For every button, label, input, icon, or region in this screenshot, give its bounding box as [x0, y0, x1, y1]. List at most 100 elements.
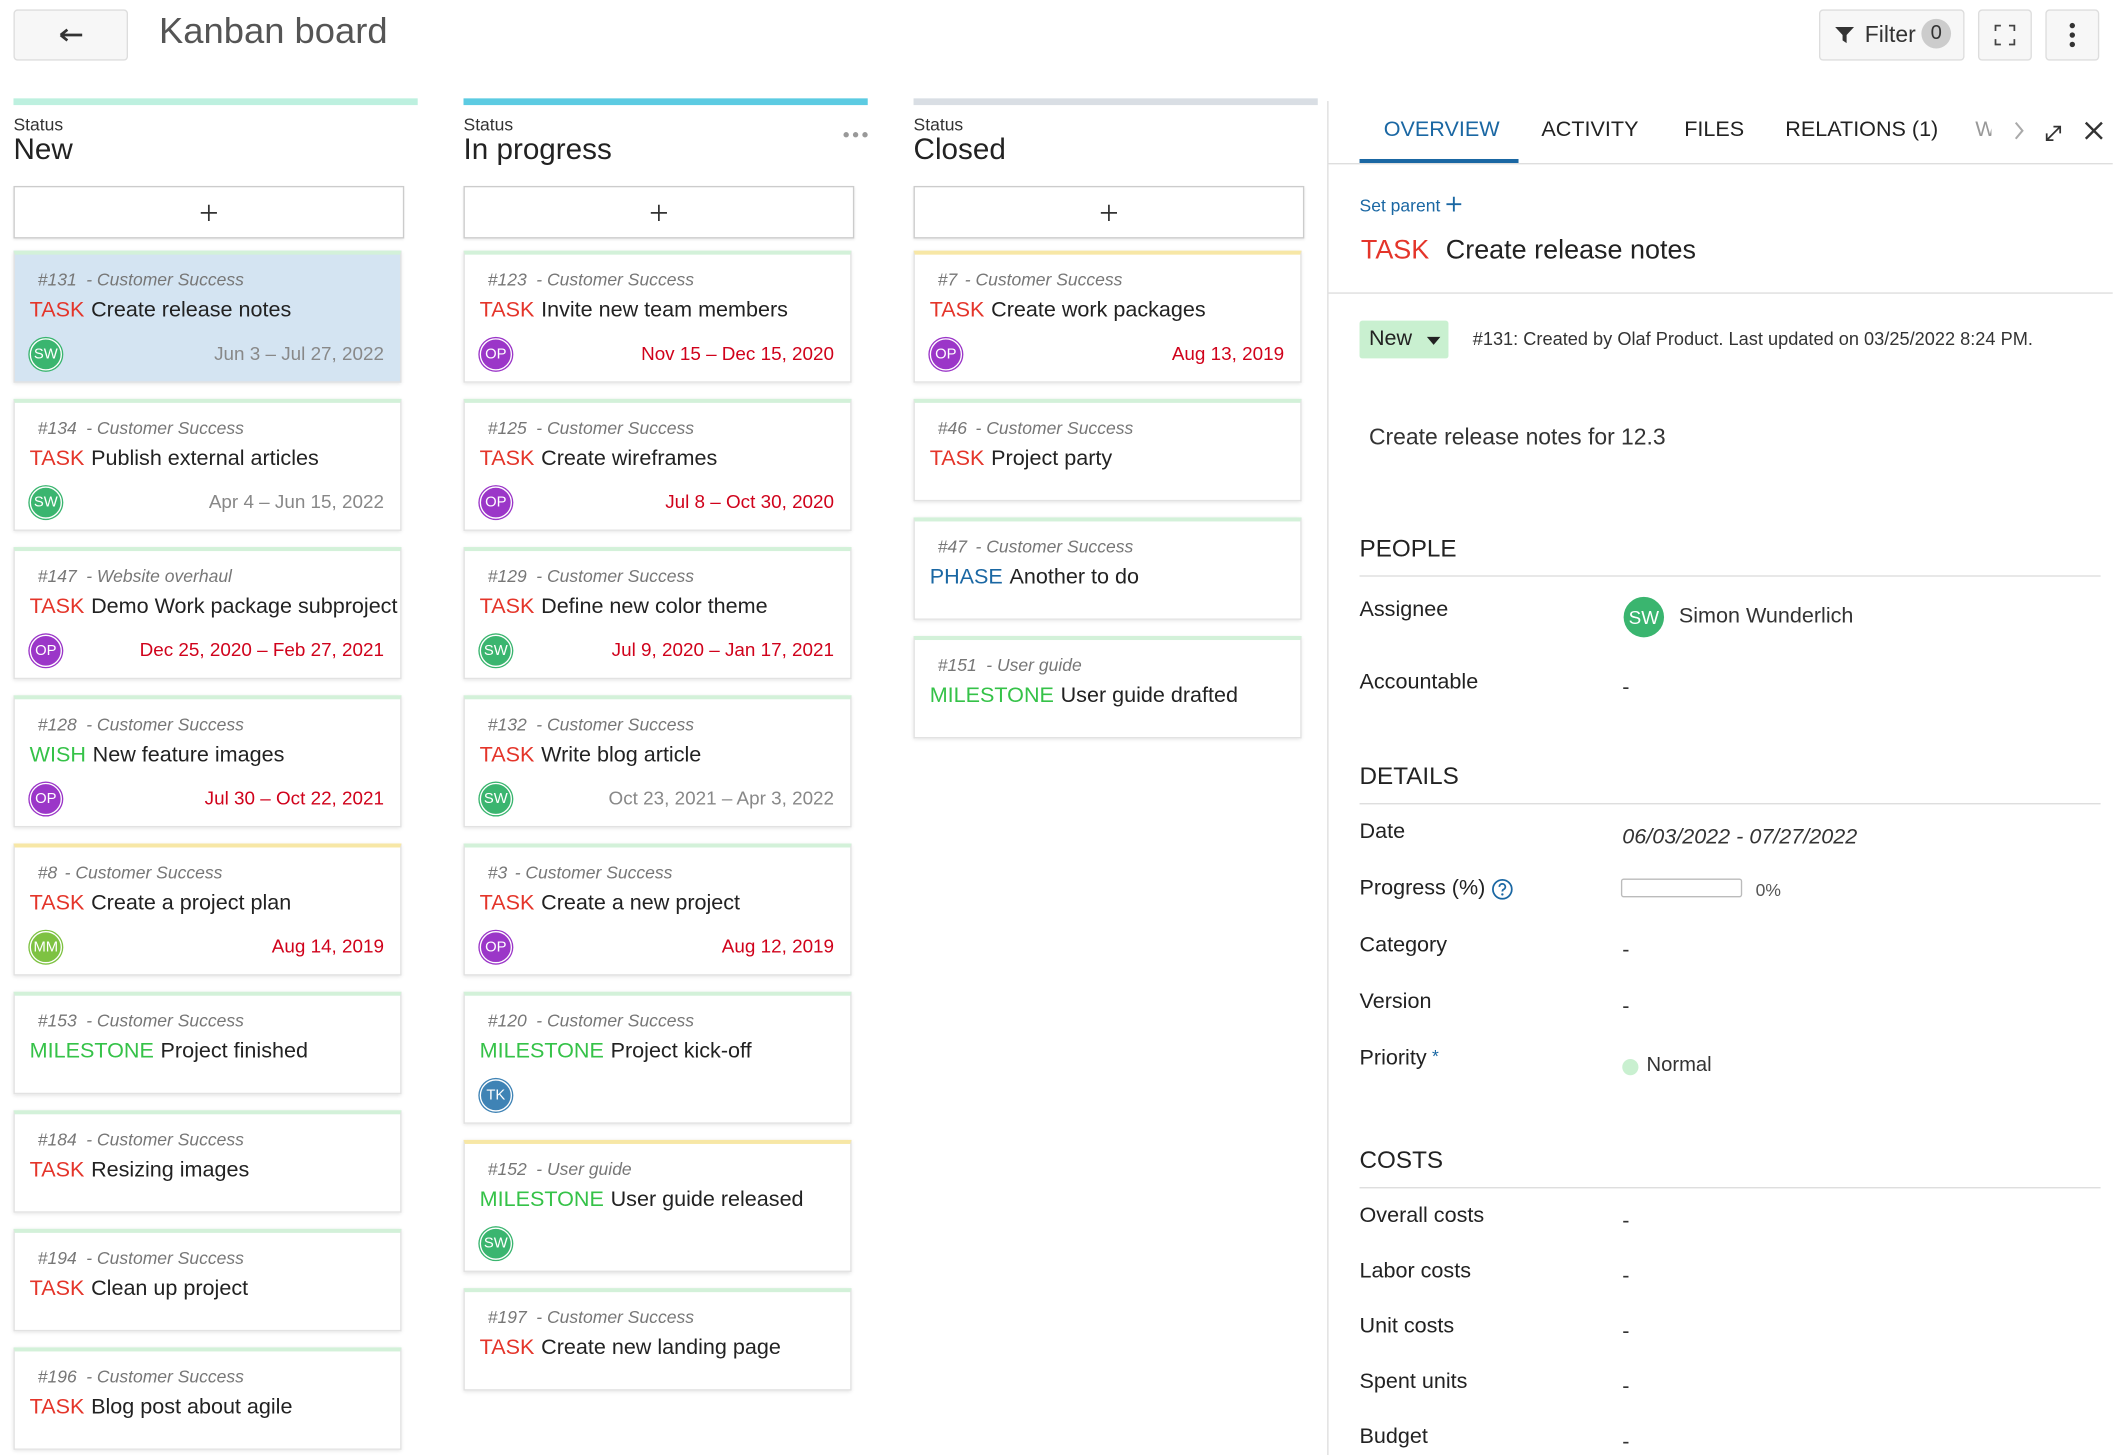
card-subject: Project party [991, 447, 1113, 471]
card[interactable]: #147 - Website overhaul TASK Demo Work pack… [13, 547, 402, 680]
card[interactable]: #151 - User guide MILESTONE User guide draf… [913, 635, 1302, 739]
card-subject: Resizing images [91, 1158, 250, 1182]
card[interactable]: #125 - Customer Success TASK Create wirefra… [463, 398, 852, 531]
card[interactable]: #128 - Customer Success WISH New feature im… [13, 695, 402, 828]
card[interactable]: #46 - Customer Success TASK Project party [913, 398, 1302, 502]
help-circle[interactable] [1492, 877, 1516, 901]
card-type: TASK [29, 299, 85, 323]
card[interactable]: #47 - Customer Success PHASE Another to do [913, 517, 1302, 620]
field-label: Unit costs [1359, 1315, 1455, 1338]
card-project: - Customer Success [964, 269, 1123, 290]
card-id: #46 [937, 417, 968, 438]
field-value: Simon Wunderlich [1678, 604, 1854, 628]
card-id: #8 [37, 862, 58, 883]
card-project: - Customer Success [86, 269, 244, 290]
card-subject: Clean up project [91, 1277, 249, 1301]
card-project: - Customer Success [536, 714, 694, 735]
card-subject: Create a project plan [91, 891, 292, 915]
card[interactable]: #153 - Customer Success MILESTONE Project f… [13, 991, 402, 1095]
set-parent-plus [1444, 194, 1463, 213]
filter-icon [1835, 26, 1855, 44]
card[interactable]: #134 - Customer Success TASK Publish extern… [13, 398, 402, 531]
card-dates: Oct 23, 2021 – Apr 3, 2022 [608, 786, 835, 809]
tab[interactable]: ACTIVITY [1541, 118, 1639, 142]
card-project: - Customer Success [64, 862, 223, 883]
card-type: TASK [479, 743, 535, 767]
card[interactable]: #129 - Customer Success TASK Define new col… [463, 547, 852, 680]
back-button[interactable] [13, 9, 129, 61]
plus-icon [1100, 204, 1117, 221]
card-id: #128 [37, 714, 77, 735]
card-type: MILESTONE [929, 684, 1054, 708]
card-id: #147 [37, 565, 77, 587]
fullscreen-icon [1994, 24, 2016, 46]
filter-button[interactable]: Filter 0 [1818, 9, 1965, 61]
card[interactable]: #120 - Customer Success MILESTONE Project k… [463, 991, 852, 1124]
card-type: WISH [29, 743, 86, 767]
card[interactable]: #3 - Customer Success TASK Create a new pro… [463, 843, 852, 976]
card-dates: Jun 3 – Jul 27, 2022 [214, 342, 385, 364]
more-icon [2069, 22, 2075, 48]
card-type: TASK [29, 1158, 85, 1182]
card-id: #123 [487, 269, 527, 290]
status-badge[interactable]: New [1359, 320, 1449, 359]
more-button[interactable] [2045, 9, 2100, 61]
card-type: MILESTONE [29, 1040, 154, 1064]
card-project: - Customer Success [536, 1010, 694, 1031]
add-card-button[interactable] [13, 185, 405, 239]
avatar: TK [479, 1079, 513, 1112]
field-label: Priority [1359, 1046, 1427, 1070]
card-project: - Customer Success [536, 417, 694, 438]
card[interactable]: #197 - Customer Success TASK Create new lan… [463, 1288, 852, 1391]
card-dates: Aug 12, 2019 [721, 935, 835, 957]
card-subject: Publish external articles [91, 447, 319, 471]
avatar: SW [29, 338, 62, 371]
tab[interactable]: FILES [1684, 118, 1745, 142]
field-label: Overall costs [1359, 1204, 1485, 1228]
field-value: - [1622, 676, 1630, 700]
field-value: Normal [1646, 1053, 1712, 1077]
field-label: Progress (%) [1359, 877, 1486, 901]
card[interactable]: #184 - Customer Success TASK Resizing image… [13, 1110, 402, 1213]
avatar: OP [479, 486, 513, 519]
card-type: TASK [479, 891, 535, 915]
tab[interactable]: RELATIONS (1) [1785, 118, 1939, 142]
card-subject: Another to do [1009, 565, 1139, 589]
card-project: - Customer Success [86, 1366, 244, 1387]
card[interactable]: #152 - User guide MILESTONE User guide rele… [463, 1139, 852, 1272]
card-type: TASK [929, 299, 985, 323]
card[interactable]: #194 - Customer Success TASK Clean up proje… [13, 1228, 402, 1332]
column-menu[interactable] [843, 132, 868, 143]
avatar: SW [479, 782, 513, 816]
card[interactable]: #7 - Customer Success TASK Create work pack… [913, 250, 1302, 383]
fullscreen-button[interactable] [1977, 9, 2032, 61]
column-bar [13, 98, 418, 106]
panel-icon-set[interactable] [2009, 117, 2110, 144]
detail-type: TASK [1360, 235, 1430, 266]
card[interactable]: #196 - Customer Success TASK Blog post abou… [13, 1347, 402, 1450]
card-subject: Project finished [160, 1040, 308, 1064]
card-type: TASK [29, 447, 85, 471]
set-parent[interactable]: Set parent [1359, 195, 1441, 216]
card-subject: Create a new project [541, 891, 741, 915]
back-icon [59, 28, 83, 42]
card-project: - User guide [536, 1158, 632, 1179]
card-dates: Jul 9, 2020 – Jan 17, 2021 [611, 638, 835, 661]
section-title: COSTS [1359, 1146, 1444, 1174]
help-icon [1492, 877, 1516, 901]
card[interactable]: #132 - Customer Success TASK Write blog art… [463, 695, 852, 828]
tab[interactable]: W [1975, 119, 1991, 143]
section-border [1359, 575, 2101, 577]
card-id: #153 [37, 1010, 77, 1031]
card-subject: Create release notes [91, 299, 292, 323]
card-subject: Define new color theme [541, 595, 768, 619]
add-card-button[interactable] [463, 185, 855, 239]
card[interactable]: #123 - Customer Success TASK Invite new tea… [463, 250, 852, 383]
card-project: - Customer Success [86, 1247, 244, 1268]
add-card-button[interactable] [913, 185, 1305, 239]
card-id: #152 [487, 1158, 527, 1179]
page-title: Kanban board [158, 10, 388, 52]
tab[interactable]: OVERVIEW [1383, 118, 1500, 142]
card[interactable]: #8 - Customer Success TASK Create a project… [13, 843, 402, 976]
card[interactable]: #131 - Customer Success TASK Create release… [13, 250, 402, 383]
